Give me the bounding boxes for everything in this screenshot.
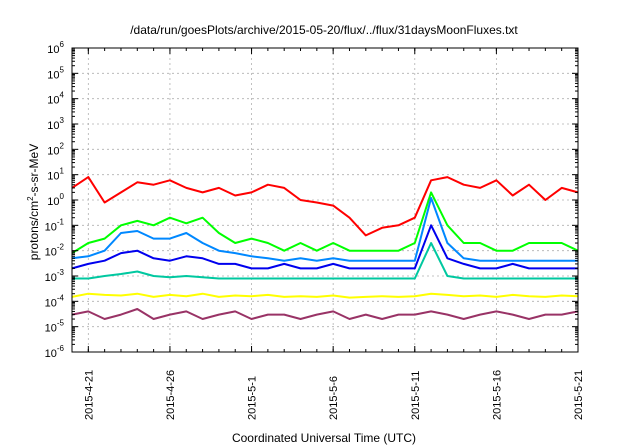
series-line-5	[71, 292, 579, 299]
y-tick-base: 10	[45, 247, 57, 259]
series-line-3	[71, 224, 578, 270]
y-tick-label: 104	[47, 91, 64, 107]
y-tick-base: 10	[45, 348, 57, 360]
y-tick-base: 10	[47, 145, 59, 157]
series-line-6	[71, 308, 579, 320]
y-axis-title-main: protons/cm	[27, 201, 41, 260]
x-tick-label: 2015-5-21	[573, 370, 585, 420]
x-tick-label: 2015-5-11	[410, 371, 422, 420]
x-axis-title: Coordinated Universal Time (UTC)	[232, 431, 416, 445]
y-tick-label: 10-5	[45, 319, 65, 335]
y-tick-label: 10-2	[45, 243, 65, 259]
y-axis-title-superscript: 2	[26, 196, 35, 201]
y-axis-title-rest: -s-sr-MeV	[27, 144, 41, 197]
y-tick-exponent: 3	[60, 116, 65, 125]
y-tick-base: 10	[47, 120, 59, 132]
y-tick-exponent: -2	[57, 243, 65, 252]
y-tick-base: 10	[47, 44, 59, 56]
y-tick-base: 10	[47, 196, 59, 208]
y-tick-label: 101	[47, 167, 64, 183]
x-tick-label: 2015-5-6	[328, 376, 340, 420]
grid	[72, 48, 578, 352]
y-tick-label: 103	[47, 116, 64, 132]
y-tick-labels: 10610510410310210110010-110-210-310-410-…	[45, 40, 65, 360]
y-tick-exponent: 4	[60, 91, 65, 100]
chart-title: /data/run/goesPlots/archive/2015-05-20/f…	[130, 23, 518, 37]
y-tick-base: 10	[47, 171, 59, 183]
x-tick-label: 2015-5-1	[247, 376, 259, 420]
y-tick-exponent: -5	[57, 319, 65, 328]
x-tick-label: 2015-5-16	[491, 370, 503, 420]
y-tick-base: 10	[45, 297, 57, 309]
y-tick-label: 105	[47, 65, 64, 81]
y-axis-title: protons/cm2-s-sr-MeV	[26, 144, 41, 260]
y-tick-exponent: -3	[57, 268, 65, 277]
series-line-4	[72, 242, 578, 280]
x-tick-label: 2015-4-26	[165, 370, 177, 420]
y-tick-exponent: -1	[57, 217, 65, 226]
y-tick-base: 10	[45, 272, 57, 284]
series-group	[71, 176, 579, 320]
y-tick-exponent: 1	[60, 167, 65, 176]
y-tick-exponent: 5	[60, 65, 65, 74]
y-tick-label: 10-3	[45, 268, 65, 284]
y-tick-label: 100	[47, 192, 64, 208]
y-tick-base: 10	[47, 95, 59, 107]
y-tick-label: 10-4	[45, 293, 65, 309]
series-line-2	[71, 197, 578, 262]
y-tick-exponent: -4	[57, 293, 65, 302]
y-tick-base: 10	[47, 69, 59, 81]
x-tick-labels: 2015-4-21 2015-4-26 2015-5-1 2015-5-6 2015-5…	[83, 370, 585, 420]
y-tick-exponent: -6	[57, 344, 65, 353]
y-tick-exponent: 2	[60, 141, 65, 150]
series-line-0	[71, 176, 579, 237]
y-tick-label: 10-6	[45, 344, 65, 360]
y-tick-exponent: 6	[60, 40, 65, 49]
x-tick-label: 2015-4-21	[83, 370, 95, 420]
y-tick-label: 106	[47, 40, 64, 56]
y-tick-base: 10	[45, 221, 57, 233]
y-tick-label: 10-1	[45, 217, 65, 233]
y-tick-exponent: 0	[60, 192, 65, 201]
series-line-1	[71, 191, 579, 254]
ticks	[71, 47, 579, 353]
y-tick-base: 10	[45, 323, 57, 335]
y-tick-label: 102	[47, 141, 64, 157]
